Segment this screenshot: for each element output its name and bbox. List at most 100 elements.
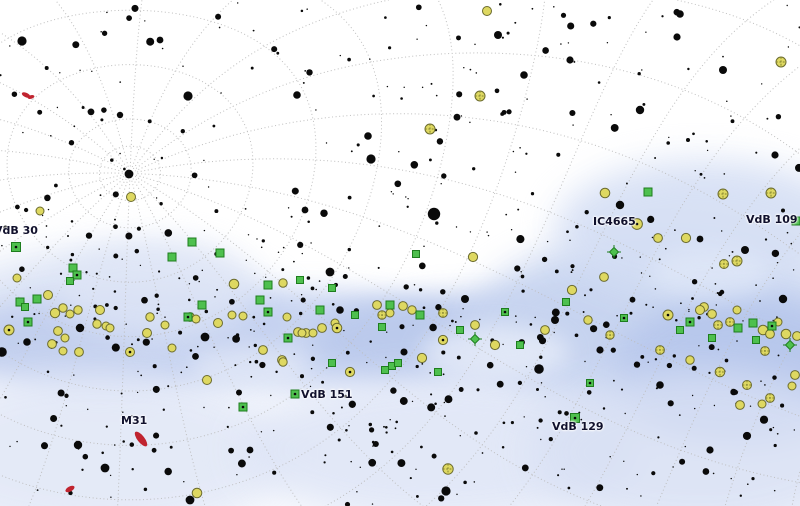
nebula-marker[interactable]: [66, 277, 74, 285]
nebula-marker[interactable]: [183, 312, 193, 322]
open-cluster-marker[interactable]: [126, 192, 136, 202]
open-cluster-marker[interactable]: [540, 325, 550, 335]
open-cluster-marker[interactable]: [775, 56, 787, 68]
open-cluster-marker[interactable]: [742, 380, 752, 390]
nebula-marker[interactable]: [516, 341, 524, 349]
open-cluster-marker[interactable]: [191, 487, 203, 499]
nebula-marker[interactable]: [685, 317, 695, 327]
open-cluster-marker[interactable]: [3, 324, 15, 336]
open-cluster-marker[interactable]: [713, 320, 723, 330]
planetary-nebula-marker[interactable]: [468, 332, 482, 346]
open-cluster-marker[interactable]: [583, 315, 593, 325]
nebula-marker[interactable]: [328, 284, 336, 292]
nebula-marker[interactable]: [394, 359, 402, 367]
open-cluster-marker[interactable]: [58, 346, 68, 356]
nebula-marker[interactable]: [676, 326, 684, 334]
open-cluster-marker[interactable]: [238, 311, 248, 321]
nebula-marker[interactable]: [620, 314, 628, 322]
nebula-marker[interactable]: [15, 297, 25, 307]
open-cluster-marker[interactable]: [790, 370, 800, 380]
open-cluster-marker[interactable]: [780, 328, 792, 340]
open-cluster-marker[interactable]: [105, 323, 115, 333]
open-cluster-marker[interactable]: [760, 346, 770, 356]
nebula-marker[interactable]: [315, 305, 325, 315]
open-cluster-marker[interactable]: [653, 233, 663, 243]
planetary-nebula-marker[interactable]: [783, 338, 797, 352]
open-cluster-marker[interactable]: [792, 331, 800, 341]
open-cluster-marker[interactable]: [605, 330, 615, 340]
galaxy-marker[interactable]: [133, 430, 150, 448]
open-cluster-marker[interactable]: [470, 320, 480, 330]
open-cluster-marker[interactable]: [599, 272, 609, 282]
open-cluster-marker[interactable]: [765, 329, 775, 339]
open-cluster-marker[interactable]: [282, 312, 292, 322]
open-cluster-marker[interactable]: [58, 303, 68, 313]
nebula-marker[interactable]: [197, 300, 207, 310]
nebula-marker[interactable]: [21, 303, 29, 311]
nebula-marker[interactable]: [434, 368, 442, 376]
open-cluster-marker[interactable]: [35, 206, 45, 216]
open-cluster-marker[interactable]: [12, 273, 22, 283]
nebula-marker[interactable]: [351, 311, 359, 319]
open-cluster-marker[interactable]: [467, 251, 479, 263]
planetary-nebula-marker[interactable]: [607, 245, 621, 259]
nebula-marker[interactable]: [215, 248, 225, 258]
nebula-marker[interactable]: [767, 321, 777, 331]
open-cluster-marker[interactable]: [142, 328, 152, 338]
nebula-marker[interactable]: [385, 300, 395, 310]
open-cluster-marker[interactable]: [344, 366, 356, 378]
open-cluster-marker[interactable]: [73, 305, 83, 315]
open-cluster-marker[interactable]: [47, 339, 57, 349]
open-cluster-marker[interactable]: [125, 347, 135, 357]
open-cluster-marker[interactable]: [53, 326, 63, 336]
open-cluster-marker[interactable]: [92, 319, 102, 329]
open-cluster-marker[interactable]: [765, 187, 777, 199]
nebula-marker[interactable]: [501, 308, 509, 316]
galaxy-marker[interactable]: [27, 94, 35, 99]
open-cluster-marker[interactable]: [757, 399, 767, 409]
open-cluster-marker[interactable]: [49, 307, 61, 319]
open-cluster-marker[interactable]: [437, 334, 449, 346]
nebula-marker[interactable]: [562, 298, 570, 306]
open-cluster-marker[interactable]: [662, 309, 674, 321]
nebula-marker[interactable]: [238, 402, 248, 412]
open-cluster-marker[interactable]: [424, 123, 436, 135]
open-cluster-marker[interactable]: [765, 393, 775, 403]
open-cluster-marker[interactable]: [95, 305, 105, 315]
open-cluster-marker[interactable]: [717, 188, 729, 200]
open-cluster-marker[interactable]: [732, 305, 742, 315]
nebula-marker[interactable]: [733, 323, 743, 333]
nebula-marker[interactable]: [570, 413, 580, 423]
nebula-marker[interactable]: [167, 252, 177, 262]
open-cluster-marker[interactable]: [731, 255, 743, 267]
open-cluster-marker[interactable]: [258, 345, 268, 355]
nebula-marker[interactable]: [11, 242, 21, 252]
open-cluster-marker[interactable]: [787, 381, 797, 391]
open-cluster-marker[interactable]: [74, 347, 84, 357]
galaxy-marker[interactable]: [64, 484, 75, 493]
open-cluster-marker[interactable]: [442, 463, 454, 475]
open-cluster-marker[interactable]: [278, 278, 288, 288]
open-cluster-marker[interactable]: [407, 305, 417, 315]
nebula-marker[interactable]: [72, 270, 82, 280]
nebula-marker[interactable]: [586, 379, 594, 387]
open-cluster-marker[interactable]: [377, 310, 387, 320]
open-cluster-marker[interactable]: [278, 357, 288, 367]
open-cluster-marker[interactable]: [213, 318, 223, 328]
open-cluster-marker[interactable]: [227, 310, 237, 320]
nebula-marker[interactable]: [456, 326, 464, 334]
open-cluster-marker[interactable]: [398, 301, 408, 311]
open-cluster-marker[interactable]: [707, 309, 717, 319]
nebula-marker[interactable]: [791, 216, 800, 226]
open-cluster-marker[interactable]: [331, 322, 343, 334]
nebula-marker[interactable]: [748, 318, 758, 328]
open-cluster-marker[interactable]: [482, 6, 492, 16]
open-cluster-marker[interactable]: [489, 339, 501, 351]
open-cluster-marker[interactable]: [725, 317, 735, 327]
open-cluster-marker[interactable]: [160, 320, 170, 330]
open-cluster-marker[interactable]: [416, 352, 428, 364]
open-cluster-marker[interactable]: [695, 305, 705, 315]
open-cluster-marker[interactable]: [680, 232, 692, 244]
nebula-marker[interactable]: [263, 280, 273, 290]
